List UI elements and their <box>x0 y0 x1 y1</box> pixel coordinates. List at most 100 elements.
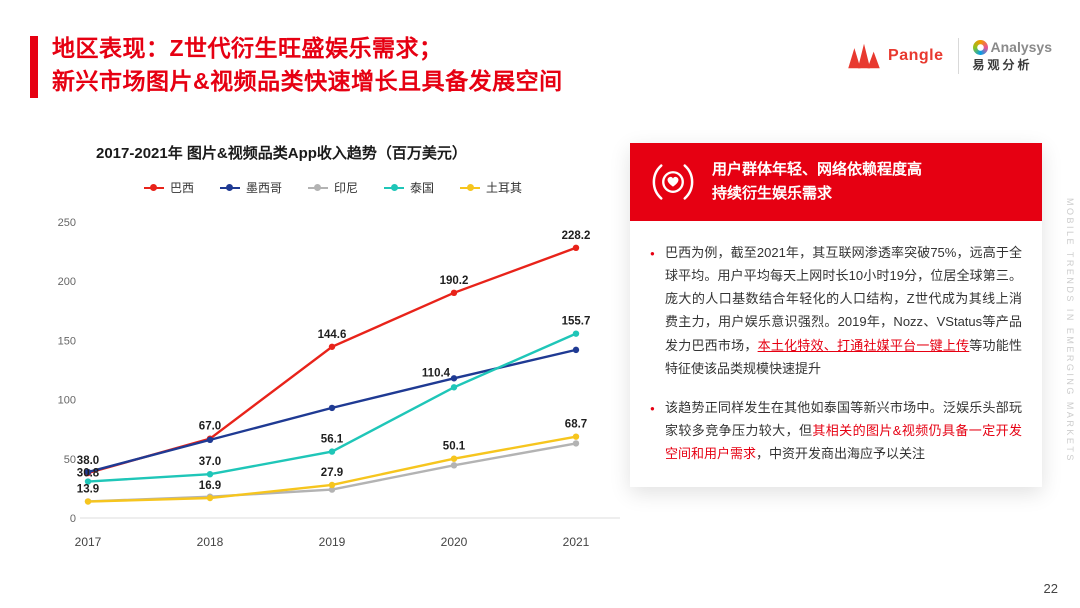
bullet-text-segment: 本土化特效、打通社媒平台一键上传 <box>757 337 970 353</box>
x-axis-tick: 2021 <box>563 535 590 549</box>
legend-dot <box>390 184 398 191</box>
legend-label: 印尼 <box>333 181 358 195</box>
y-axis-tick: 0 <box>70 513 76 525</box>
data-label: 38.0 <box>77 455 99 467</box>
data-point <box>450 375 458 382</box>
data-point <box>84 498 92 505</box>
pangle-icon <box>848 43 880 69</box>
insight-header-line1: 用户群体年轻、网络依赖程度高 <box>712 161 923 178</box>
data-point <box>328 448 336 455</box>
side-watermark: MOBILE TRENDS IN EMERGING MARKETS <box>1065 198 1075 463</box>
bullet-text-segment: 等功能性特征使该品类规模快速提升 <box>665 337 1022 376</box>
legend-marker <box>384 184 404 191</box>
x-axis-tick: 2019 <box>319 535 346 549</box>
insight-bullet: 巴西为例，截至2021年，其互联网渗透率突破75%，远高于全球平均。用户平均每天… <box>650 241 1022 380</box>
hands-heart-icon <box>652 164 694 200</box>
data-point <box>450 462 458 469</box>
data-label: 155.7 <box>562 316 591 328</box>
slide-header: 地区表现：Z世代衍生旺盛娱乐需求； 新兴市场图片&视频品类快速增长且具备发展空间… <box>30 32 1052 98</box>
data-point <box>206 436 214 444</box>
data-label: 27.9 <box>321 467 343 479</box>
legend-label: 泰国 <box>410 181 435 195</box>
insight-panel-header: 用户群体年轻、网络依赖程度高 持续衍生娱乐需求 <box>630 143 1042 221</box>
data-label: 228.2 <box>562 230 591 242</box>
insight-bullet: 该趋势正同样发生在其他如泰国等新兴市场中。泛娱乐头部玩家较多竞争压力较大，但其相… <box>650 396 1022 465</box>
slide-title-line1: 地区表现：Z世代衍生旺盛娱乐需求； <box>52 35 443 61</box>
legend-marker <box>307 184 328 191</box>
legend-label: 墨西哥 <box>245 181 282 195</box>
data-label: 144.6 <box>318 329 347 341</box>
legend-label: 土耳其 <box>486 181 523 195</box>
bullet-text-segment: 该趋势正同样发生在其他如泰国等新兴市场中。泛娱乐头部玩家较多竞争压力较大，但 <box>665 399 1022 438</box>
data-point <box>572 346 580 354</box>
data-point <box>572 433 580 440</box>
data-point <box>84 478 92 485</box>
analysys-cn-wordmark: 易观分析 <box>972 58 1033 73</box>
data-label: 68.7 <box>565 419 587 431</box>
title-accent-bar <box>30 36 38 98</box>
data-point <box>328 486 336 493</box>
chart-title: 2017-2021年 图片&视频品类App收入趋势（百万美元） <box>96 145 467 162</box>
y-axis-tick: 50 <box>64 454 76 466</box>
data-label: 110.4 <box>422 367 451 379</box>
legend-item-巴西: 巴西 <box>143 179 194 196</box>
slide-title: 地区表现：Z世代衍生旺盛娱乐需求； 新兴市场图片&视频品类快速增长且具备发展空间 <box>52 32 846 97</box>
data-point <box>328 343 336 350</box>
y-axis-tick: 150 <box>58 335 76 347</box>
legend-item-印尼: 印尼 <box>307 179 358 196</box>
data-label: 56.1 <box>321 434 344 446</box>
data-point <box>450 455 458 462</box>
x-axis-tick: 2017 <box>75 535 102 549</box>
insight-panel: 用户群体年轻、网络依赖程度高 持续衍生娱乐需求 巴西为例，截至2021年，其互联… <box>630 143 1042 488</box>
data-label: 190.2 <box>440 275 469 287</box>
logo-group: Pangle Analysys 易观分析 <box>846 38 1052 74</box>
data-label: 37.0 <box>199 456 221 468</box>
data-point <box>450 384 458 391</box>
analysys-logo-top: Analysys <box>972 39 1052 56</box>
legend-dot <box>466 184 474 191</box>
revenue-line-chart: 0 50 100 150 200 250 2017 2018 2019 2020 2021 38.0 6… <box>58 217 620 549</box>
logo-divider <box>957 38 959 74</box>
data-point <box>206 494 214 502</box>
analysys-swirl-icon <box>972 40 988 56</box>
pangle-wordmark: Pangle <box>888 47 944 64</box>
data-label: 50.1 <box>443 441 466 453</box>
data-point <box>206 470 214 478</box>
insight-header-text: 用户群体年轻、网络依赖程度高 持续衍生娱乐需求 <box>712 158 922 206</box>
data-point <box>572 244 580 252</box>
data-label: 30.8 <box>77 468 100 480</box>
legend-marker <box>143 184 164 191</box>
pangle-logo: Pangle <box>846 42 943 70</box>
slide-title-line2: 新兴市场图片&视频品类快速增长且具备发展空间 <box>52 67 563 94</box>
y-axis-tick: 200 <box>58 276 76 288</box>
data-point <box>328 481 336 489</box>
analysys-logo: Analysys 易观分析 <box>972 39 1052 73</box>
legend-dot <box>314 184 322 191</box>
legend-dot <box>226 184 234 191</box>
data-label: 13.9 <box>77 484 99 496</box>
bullet-text-segment: 巴西为例，截至2021年，其互联网渗透率突破75%，远高于全球平均。用户平均每天… <box>665 245 1022 353</box>
legend-item-泰国: 泰国 <box>384 179 434 196</box>
x-axis-tick: 2020 <box>441 535 468 549</box>
insight-bullet-list: 巴西为例，截至2021年，其互联网渗透率突破75%，远高于全球平均。用户平均每天… <box>630 221 1042 487</box>
data-point <box>328 404 336 412</box>
bullet-text-segment: 其相关的图片&视频仍具备一定开发空间和用户需求 <box>665 422 1022 461</box>
chart-block: 2017-2021年 图片&视频品类App收入趋势（百万美元） 巴西 墨西哥 印尼 泰… <box>38 142 628 563</box>
data-point <box>572 440 580 447</box>
data-point <box>572 330 580 337</box>
data-point <box>450 289 458 297</box>
bullet-text-segment: ，中资开发商出海应予以关注 <box>756 446 926 461</box>
data-label: 67.0 <box>199 421 221 433</box>
legend-item-墨西哥: 墨西哥 <box>219 179 282 196</box>
insight-header-line2: 持续衍生娱乐需求 <box>712 185 833 202</box>
legend-marker <box>460 184 481 191</box>
legend-item-土耳其: 土耳其 <box>460 179 522 196</box>
x-axis-tick: 2018 <box>197 535 224 549</box>
legend-marker <box>219 184 240 191</box>
page-number: 22 <box>1043 581 1058 596</box>
data-label: 16.9 <box>199 480 221 492</box>
legend-label: 巴西 <box>169 181 194 195</box>
y-axis-tick: 100 <box>58 395 76 407</box>
y-axis-tick: 250 <box>58 217 76 229</box>
